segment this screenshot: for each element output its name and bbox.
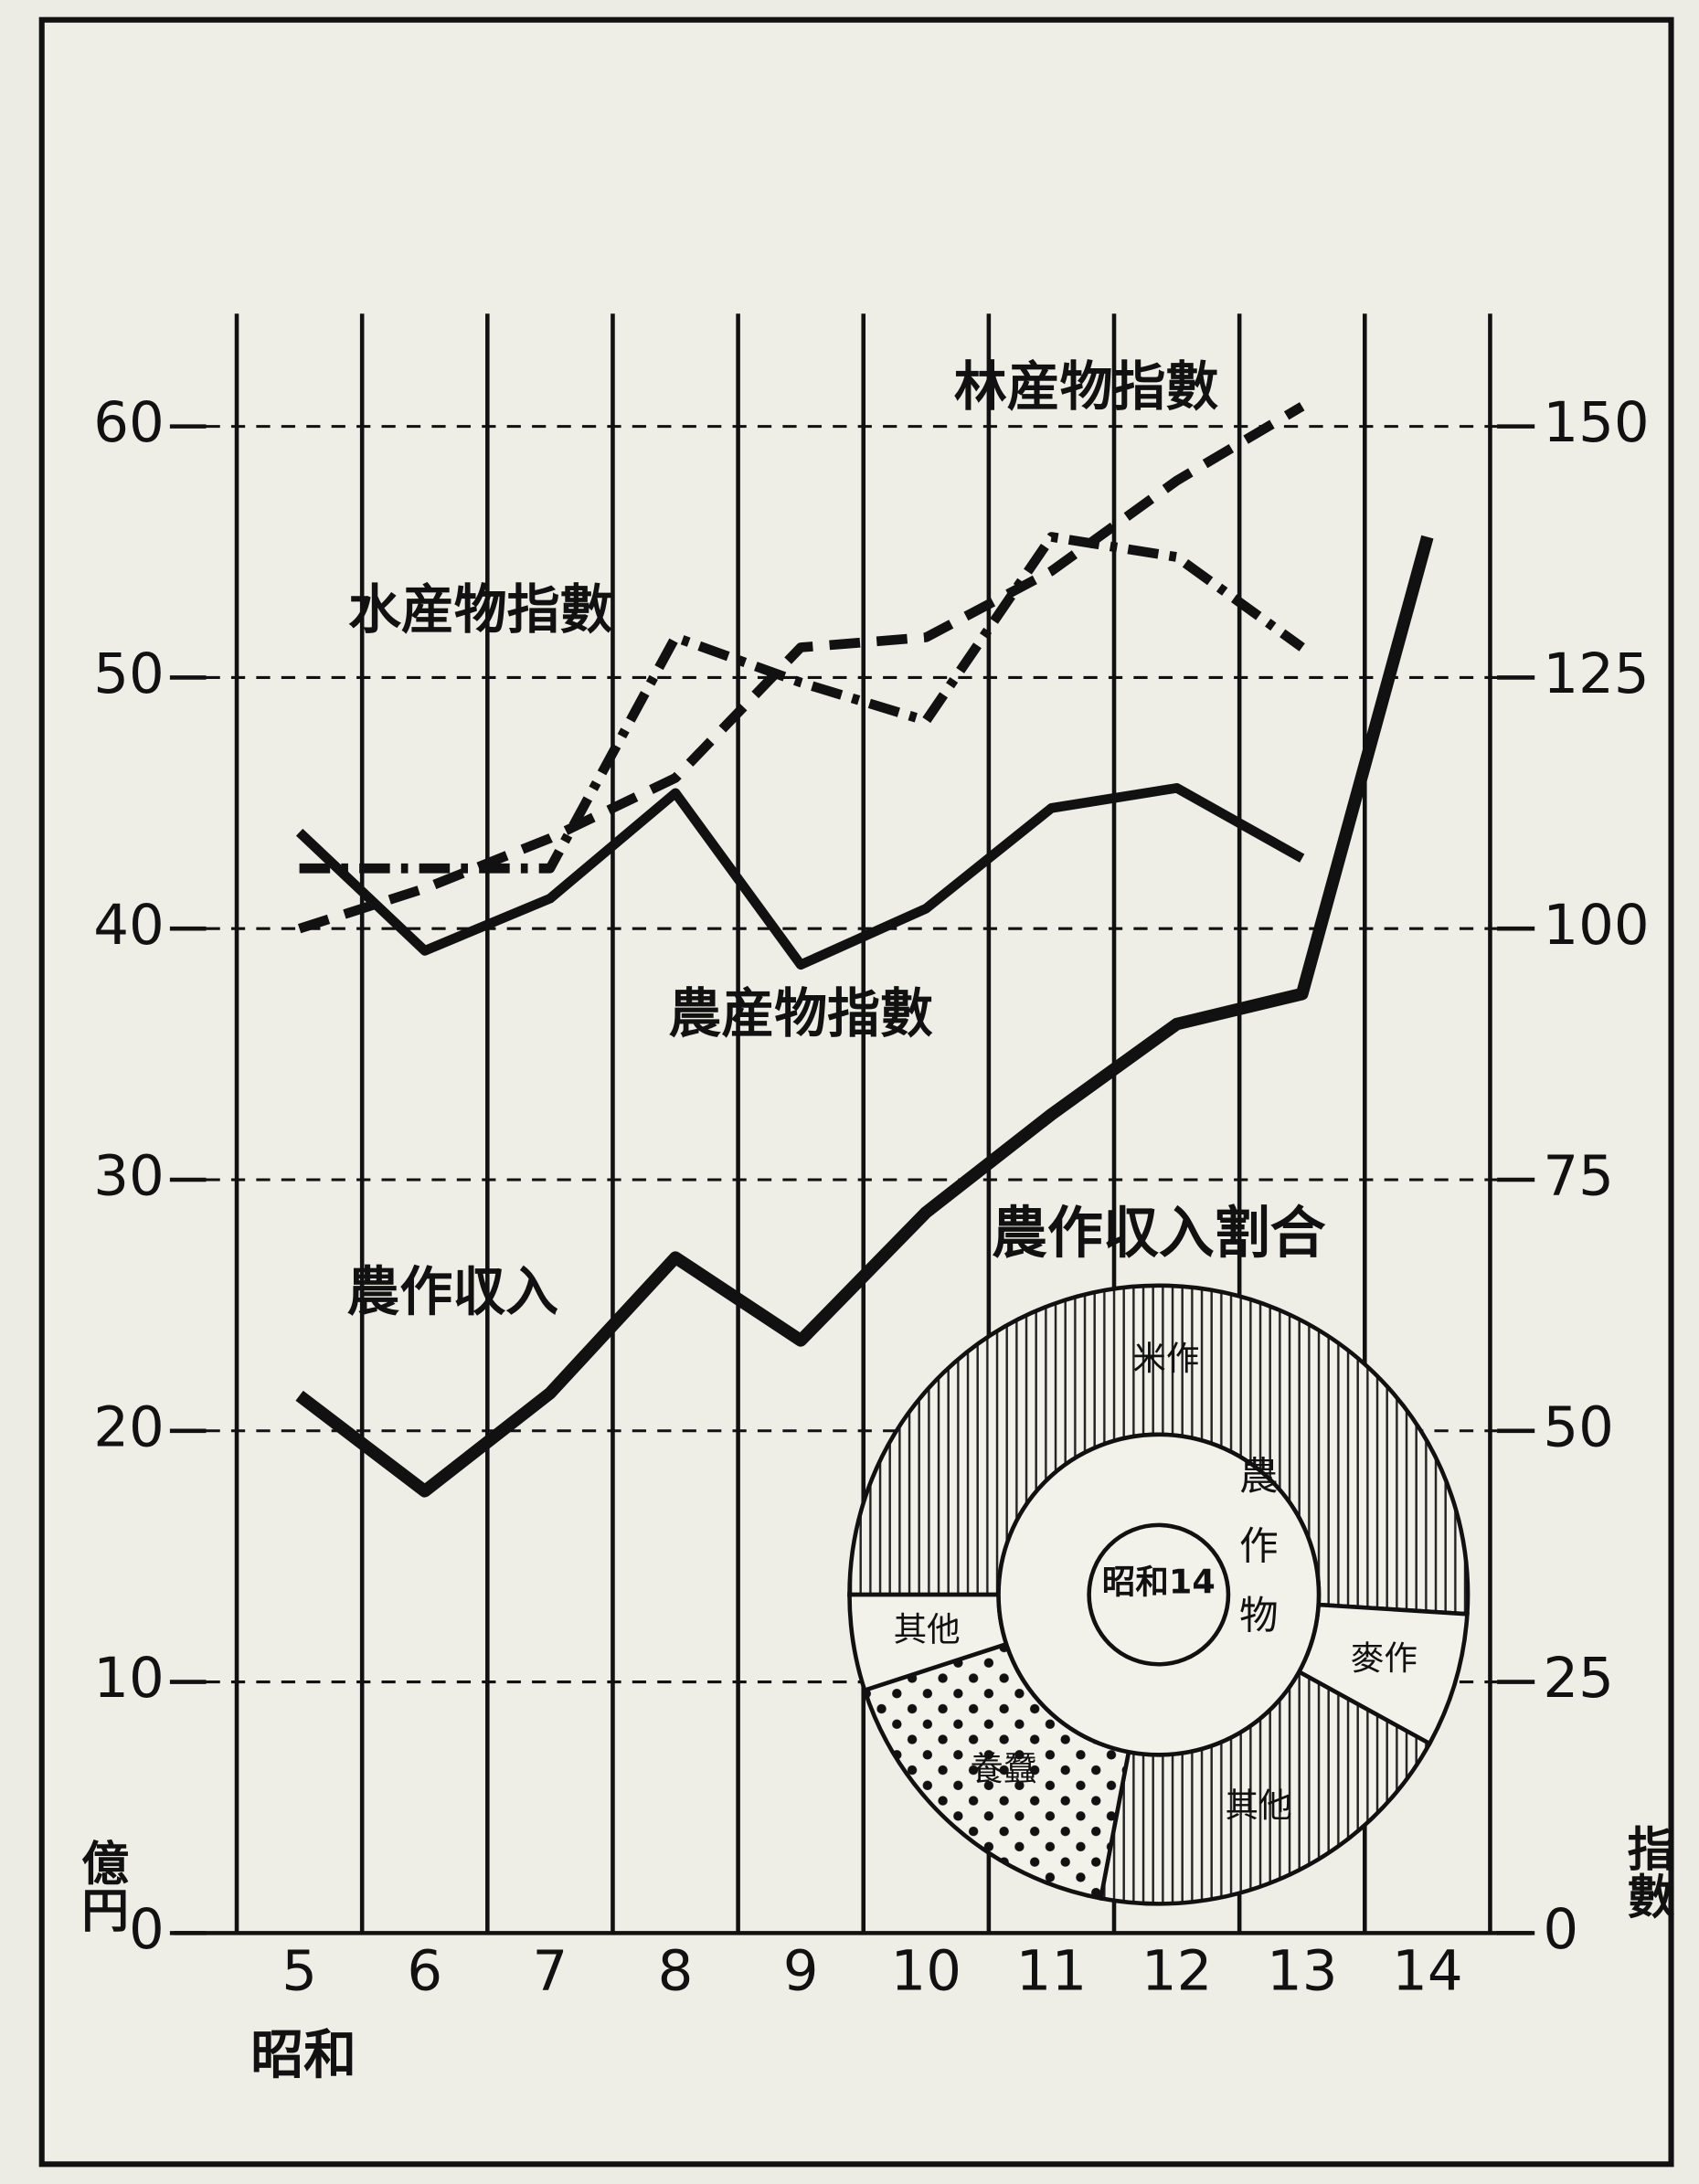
y-tick-label: 0 bbox=[129, 1897, 165, 1962]
y2-tick-label: 50 bbox=[1543, 1394, 1614, 1459]
slice-label: 養蠶 bbox=[970, 1749, 1036, 1788]
x-axis-label: 昭和 bbox=[250, 2024, 356, 2086]
y2-tick-label: 0 bbox=[1543, 1897, 1578, 1962]
x-tick-label: 11 bbox=[1016, 1939, 1088, 2004]
y-axis-label: 億円 bbox=[73, 1838, 129, 1933]
series-line bbox=[295, 782, 1305, 970]
pie-title: 農作収入割合 bbox=[992, 1201, 1326, 1266]
y-tick-label: 10 bbox=[93, 1646, 165, 1711]
series-label: 林産物指數 bbox=[954, 355, 1219, 418]
y-tick-label: 50 bbox=[93, 641, 165, 706]
series-label: 農作収入 bbox=[346, 1261, 558, 1323]
series-label: 水産物指數 bbox=[348, 578, 613, 641]
slice-label: 其他 bbox=[1226, 1786, 1292, 1825]
series-line bbox=[297, 402, 1305, 934]
y2-tick-label: 150 bbox=[1543, 390, 1649, 455]
x-tick-label: 5 bbox=[281, 1939, 317, 2004]
x-tick-label: 14 bbox=[1392, 1939, 1463, 2004]
slice-label: 米作 bbox=[1132, 1339, 1199, 1378]
y2-tick-label: 25 bbox=[1543, 1646, 1614, 1711]
series-line bbox=[299, 532, 1305, 874]
center-label: 昭和14 bbox=[1102, 1562, 1216, 1601]
center-circle bbox=[1087, 1522, 1231, 1667]
x-tick-label: 7 bbox=[532, 1939, 568, 2004]
x-tick-label: 12 bbox=[1142, 1939, 1213, 2004]
y-tick-label: 30 bbox=[93, 1144, 165, 1209]
frame bbox=[38, 16, 1674, 2168]
y-tick-label: 60 bbox=[93, 390, 165, 455]
y2-tick-label: 125 bbox=[1543, 641, 1649, 706]
x-tick-label: 6 bbox=[407, 1939, 442, 2004]
x-tick-label: 9 bbox=[783, 1939, 819, 2004]
x-tick-label: 8 bbox=[658, 1939, 694, 2004]
y-tick-label: 20 bbox=[93, 1394, 165, 1459]
y2-tick-label: 75 bbox=[1543, 1144, 1614, 1209]
series-label: 農産物指數 bbox=[668, 982, 933, 1044]
series-line bbox=[295, 535, 1434, 1498]
x-tick-label: 13 bbox=[1267, 1939, 1338, 2004]
slice-label: 麥作 bbox=[1351, 1638, 1418, 1678]
y2-tick-label: 100 bbox=[1543, 893, 1649, 958]
slice-label: 其他 bbox=[894, 1610, 961, 1649]
y-tick-label: 40 bbox=[93, 893, 165, 958]
inner-label: 農作物 bbox=[1233, 1456, 1279, 1665]
x-tick-label: 10 bbox=[891, 1939, 962, 2004]
y2-axis-label: 指數 bbox=[1619, 1824, 1674, 1919]
